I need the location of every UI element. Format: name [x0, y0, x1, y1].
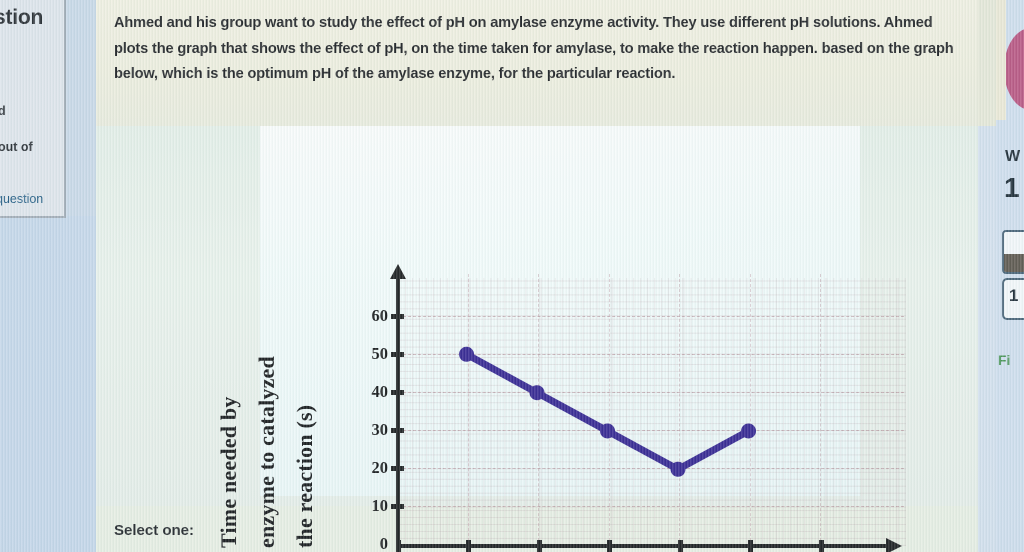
flag-question-link[interactable]: question — [0, 192, 44, 206]
y-axis-title-line-2: enzyme to catalyzed — [254, 356, 279, 548]
graph-grid — [398, 278, 906, 546]
y-tick-60 — [391, 314, 404, 319]
gridline-y-30 — [398, 430, 904, 431]
y-tick-50 — [391, 352, 404, 357]
question-state-label: d — [0, 104, 6, 118]
x-tick-2 — [466, 540, 471, 552]
x-tick-8 — [678, 540, 683, 552]
y-tick-40 — [391, 390, 404, 395]
x-tick-10 — [748, 540, 753, 552]
gridline-y-40 — [398, 392, 904, 393]
right-sidebar-box-1[interactable] — [1002, 230, 1024, 274]
data-point-6-30 — [600, 423, 615, 439]
gridline-y-10 — [398, 506, 904, 507]
y-axis-arrow-icon — [390, 264, 406, 279]
gridline-y-50 — [398, 354, 904, 355]
x-axis-arrow-icon — [886, 538, 902, 552]
y-axis-title: Time needed by enzyme to catalyzed the r… — [214, 266, 364, 552]
select-one-prompt: Select one: — [114, 522, 195, 539]
y-tick-label-20: 20 — [371, 458, 389, 477]
y-axis-title-line-1: Time needed by — [216, 396, 241, 548]
right-page-gutter — [978, 0, 998, 552]
gridline-x-2 — [468, 274, 469, 546]
series-markers — [459, 346, 756, 477]
question-info-panel: stion d out of question — [0, 0, 66, 218]
x-tick-6 — [607, 540, 612, 552]
right-sidebar-box-1-fill — [1004, 254, 1024, 272]
gridline-y-20 — [398, 468, 904, 469]
gridline-x-12 — [820, 274, 821, 546]
question-content: Ahmed and his group want to study the ef… — [96, 0, 996, 552]
series-plot — [459, 346, 756, 477]
right-page-gutter-top — [978, 0, 998, 126]
y-tick-label-30: 30 — [371, 420, 389, 439]
y-tick-label-10: 10 — [371, 496, 389, 515]
question-stem-text: Ahmed and his group want to study the ef… — [114, 15, 954, 82]
data-point-2-50 — [459, 346, 474, 362]
y-tick-label-40: 40 — [371, 382, 389, 401]
data-point-10-30 — [741, 423, 756, 439]
question-marks-label: out of — [0, 140, 33, 154]
y-axis-title-line-3: the reaction (s) — [292, 404, 317, 548]
left-background-fill-top — [64, 0, 100, 216]
y-tick-label-50: 50 — [371, 344, 389, 363]
question-panel-title: stion — [0, 6, 44, 29]
right-sidebar: W 1 1 Fi — [996, 0, 1024, 552]
question-stem-panel: Ahmed and his group want to study the ef… — [96, 0, 996, 126]
gridline-x-10 — [750, 274, 751, 546]
y-tick-label-60: 60 — [371, 306, 389, 325]
question-figure: 60 50 40 30 20 10 0 0 2 4 6 8 10 12 — [96, 126, 996, 552]
gridline-x-8 — [679, 274, 680, 546]
x-tick-0 — [396, 540, 401, 552]
x-axis — [396, 544, 888, 548]
y-tick-10 — [391, 504, 404, 509]
avatar[interactable] — [1004, 28, 1024, 110]
right-stem-strip — [996, 0, 1006, 120]
y-tick-30 — [391, 428, 404, 433]
figure-paper — [260, 126, 860, 496]
x-tick-12 — [819, 540, 824, 552]
gridline-x-4 — [538, 274, 539, 546]
y-axis — [396, 276, 400, 548]
right-sidebar-word: W — [1005, 148, 1021, 165]
series-line — [463, 350, 752, 473]
left-background-fill — [0, 216, 96, 552]
data-point-8-20 — [670, 461, 686, 477]
y-tick-20 — [391, 466, 404, 471]
gridline-y-60 — [398, 316, 904, 317]
y-tick-label-0: 0 — [379, 534, 388, 552]
gridline-x-6 — [609, 274, 610, 546]
x-tick-4 — [537, 540, 542, 552]
data-point-4-40 — [529, 385, 545, 401]
right-sidebar-box-2[interactable]: 1 — [1002, 278, 1024, 320]
right-sidebar-number: 1 — [1004, 172, 1020, 203]
right-sidebar-box-2-number: 1 — [1009, 286, 1019, 305]
finish-attempt-link[interactable]: Fi — [998, 352, 1011, 368]
